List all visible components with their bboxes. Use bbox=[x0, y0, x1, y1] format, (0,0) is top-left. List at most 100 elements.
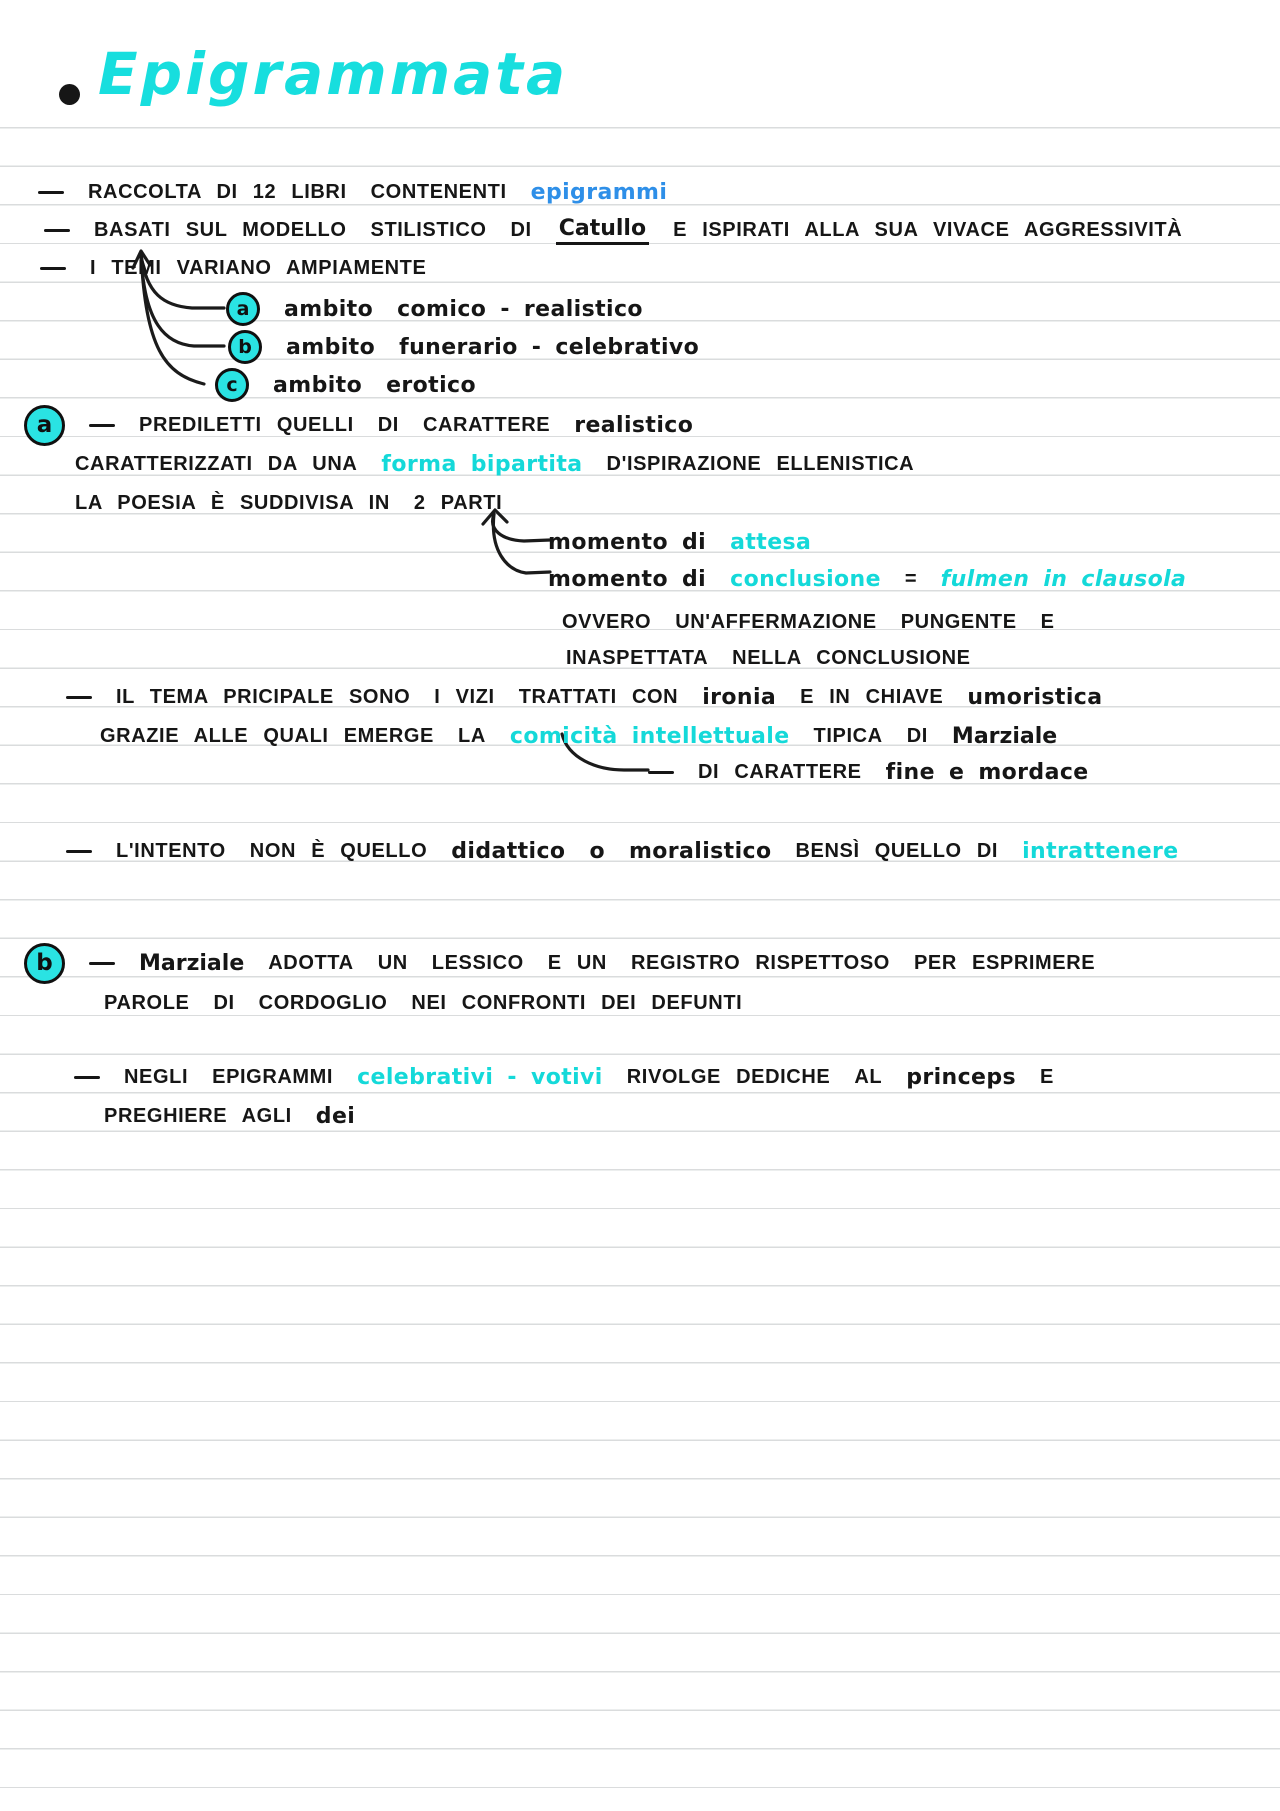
dash-bullet bbox=[66, 695, 92, 699]
title-bullet-dot bbox=[59, 84, 80, 105]
line-caratterizzati: CARATTERIZZATI DA UNA forma bipartita D'IS… bbox=[75, 446, 914, 482]
text-segment: NELLA CONCLUSIONE bbox=[732, 646, 971, 669]
dash-bullet bbox=[44, 228, 70, 232]
text-segment: IL TEMA PRICIPALE SONO bbox=[116, 685, 411, 708]
line-parole: PAROLE DI CORDOGLIO NEI CONFRONTI DEI DEFUN… bbox=[104, 985, 742, 1021]
text-segment: comico - realistico bbox=[397, 296, 643, 322]
text-segment: REGISTRO RISPETTOSO bbox=[630, 951, 890, 974]
text-segment: fine e mordace bbox=[885, 759, 1089, 785]
text-segment: momento di bbox=[548, 529, 707, 555]
ruled-lines bbox=[0, 127, 1280, 1811]
text-segment: E ISPIRATI ALLA SUA VIVACE AGGRESSIVITÀ bbox=[673, 218, 1183, 241]
text-segment: GRAZIE ALLE QUALI EMERGE bbox=[100, 724, 434, 747]
text-segment: NEGLI bbox=[124, 1065, 189, 1088]
text-segment: BASATI SUL MODELLO bbox=[94, 218, 347, 241]
text-segment: funerario - celebrativo bbox=[399, 334, 700, 360]
text-segment: dei bbox=[315, 1103, 356, 1129]
text-segment: CARATTERIZZATI DA UNA bbox=[75, 452, 358, 475]
circled-letter-c: c bbox=[215, 368, 249, 402]
line-tema-principale: IL TEMA PRICIPALE SONO I VIZI TRATTATI CON… bbox=[66, 679, 1102, 715]
branch-arrow bbox=[131, 249, 226, 386]
line-mordace: DI CARATTERE fine e mordace bbox=[648, 754, 1089, 790]
line-momento-conclusione: momento di conclusione = fulmen in clausola bbox=[548, 561, 1186, 597]
line-intento: L'INTENTO NON È QUELLO didattico o moralisti… bbox=[66, 833, 1179, 869]
text-segment: INASPETTATA bbox=[566, 646, 709, 669]
line-temi: I TEMI VARIANO AMPIAMENTE bbox=[40, 250, 426, 286]
text-segment: RIVOLGE DEDICHE bbox=[626, 1065, 831, 1088]
page-title: Epigrammata bbox=[98, 40, 569, 108]
text-segment: momento di bbox=[548, 566, 707, 592]
dash-bullet bbox=[89, 961, 115, 965]
text-segment: EPIGRAMMI bbox=[212, 1065, 334, 1088]
text-segment: Catullo bbox=[555, 216, 650, 245]
text-segment: E bbox=[1040, 610, 1055, 633]
text-segment: NEI CONFRONTI DEI DEFUNTI bbox=[411, 991, 743, 1014]
text-segment: conclusione bbox=[730, 566, 881, 592]
dash-bullet bbox=[38, 190, 64, 194]
line-inaspettata: INASPETTATA NELLA CONCLUSIONE bbox=[566, 640, 971, 676]
text-segment: o bbox=[589, 838, 605, 864]
dash-bullet bbox=[66, 849, 92, 853]
line-basati: BASATI SUL MODELLO STILISTICO DI Catullo E I… bbox=[44, 212, 1182, 248]
text-segment: DI bbox=[906, 724, 928, 747]
text-segment: NON È QUELLO bbox=[249, 839, 428, 862]
text-segment: PREGHIERE AGLI bbox=[104, 1104, 292, 1127]
text-segment: LA POESIA È SUDDIVISA IN bbox=[75, 491, 390, 514]
dash-bullet bbox=[74, 1075, 100, 1079]
text-segment: RACCOLTA DI 12 LIBRI bbox=[88, 180, 347, 203]
text-segment: TIPICA bbox=[813, 724, 883, 747]
text-segment: fulmen in clausola bbox=[940, 566, 1187, 592]
text-segment: PAROLE bbox=[104, 991, 190, 1014]
line-raccolta: RACCOLTA DI 12 LIBRI CONTENENTI epigrammi bbox=[38, 174, 667, 210]
text-segment: I VIZI bbox=[434, 685, 495, 708]
line-grazie: GRAZIE ALLE QUALI EMERGE LA comicità intel… bbox=[100, 718, 1057, 754]
text-segment: LA bbox=[458, 724, 486, 747]
text-segment: AL bbox=[854, 1065, 883, 1088]
text-segment: erotico bbox=[386, 372, 476, 398]
text-segment: UN'AFFERMAZIONE bbox=[675, 610, 877, 633]
text-segment: DI bbox=[510, 218, 532, 241]
text-segment: LESSICO bbox=[431, 951, 524, 974]
text-segment: PUNGENTE bbox=[900, 610, 1017, 633]
dash-bullet bbox=[40, 266, 66, 270]
text-segment: ambito bbox=[284, 296, 374, 322]
text-segment: ambito bbox=[286, 334, 376, 360]
text-segment: CONTENENTI bbox=[370, 180, 507, 203]
text-segment: umoristica bbox=[967, 684, 1103, 710]
text-segment: comicità intellettuale bbox=[509, 723, 790, 749]
text-segment: PREDILETTI QUELLI bbox=[139, 413, 354, 436]
text-segment: TRATTATI CON bbox=[518, 685, 679, 708]
text-segment: celebrativi - votivi bbox=[357, 1064, 603, 1090]
line-poesia: LA POESIA È SUDDIVISA IN 2 PARTI bbox=[75, 485, 502, 521]
text-segment: Marziale bbox=[139, 950, 245, 976]
text-segment: DI bbox=[213, 991, 235, 1014]
text-segment: STILISTICO bbox=[370, 218, 487, 241]
text-segment: D'ISPIRAZIONE ELLENISTICA bbox=[606, 452, 915, 475]
dash-bullet bbox=[89, 423, 115, 427]
line-marziale-lessico: b Marziale ADOTTA UN LESSICO E UN REGISTRO RIS… bbox=[24, 942, 1096, 984]
text-segment: DI bbox=[377, 413, 399, 436]
text-segment: realistico bbox=[574, 412, 694, 438]
text-segment: ambito bbox=[273, 372, 363, 398]
parti-branch-arrow bbox=[481, 508, 552, 575]
text-segment: epigrammi bbox=[530, 179, 668, 205]
line-ambito-funerario: b ambito funerario - celebrativo bbox=[228, 329, 699, 365]
text-segment: CORDOGLIO bbox=[258, 991, 388, 1014]
line-ovvero: OVVERO UN'AFFERMAZIONE PUNGENTE E bbox=[562, 604, 1055, 640]
line-negli-epigrammi: NEGLI EPIGRAMMI celebrativi - votivi RIVOLG… bbox=[74, 1059, 1054, 1095]
text-segment: attesa bbox=[730, 529, 812, 555]
text-segment: OVVERO bbox=[562, 610, 652, 633]
text-segment: intrattenere bbox=[1022, 838, 1179, 864]
text-segment: L'INTENTO bbox=[116, 839, 226, 862]
text-segment: E UN bbox=[547, 951, 607, 974]
circled-letter-b: b bbox=[228, 330, 262, 364]
comicita-curve-arrow bbox=[560, 732, 650, 772]
text-segment: E IN CHIAVE bbox=[800, 685, 944, 708]
line-prediletti: a PREDILETTI QUELLI DI CARATTERE realistico bbox=[24, 404, 694, 446]
text-segment: ADOTTA bbox=[268, 951, 354, 974]
text-segment: DI CARATTERE bbox=[698, 760, 862, 783]
text-segment: I TEMI VARIANO AMPIAMENTE bbox=[90, 256, 427, 279]
text-segment: PER ESPRIMERE bbox=[913, 951, 1096, 974]
line-ambito-comico: a ambito comico - realistico bbox=[226, 291, 643, 327]
text-segment: BENSÌ QUELLO DI bbox=[795, 839, 999, 862]
